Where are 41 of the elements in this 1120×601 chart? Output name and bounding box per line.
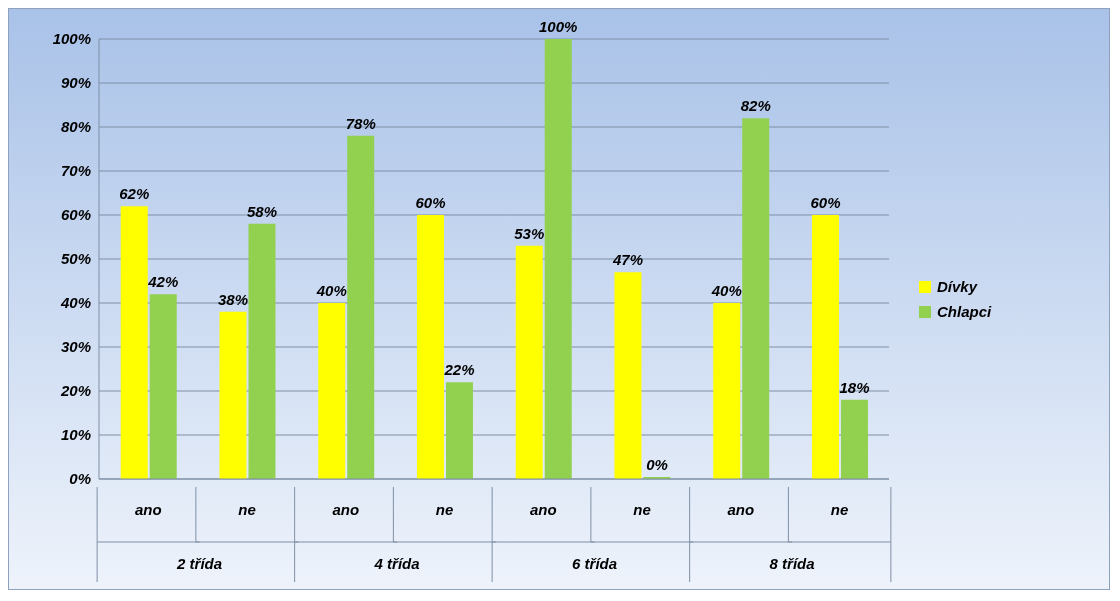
data-label: 42% (147, 273, 179, 291)
text: 8 třída (769, 555, 815, 572)
data-label: 53% (514, 224, 545, 242)
text: 4 třída (373, 555, 420, 572)
data-label: 40% (710, 282, 742, 299)
data-label: 58% (246, 202, 277, 220)
x-tick-label: ne (830, 501, 849, 518)
y-tick-label: 70% (60, 162, 91, 180)
x-tick-label: ano (135, 501, 162, 518)
y-tick-label: 80% (60, 118, 91, 136)
y-tick-label: 60% (60, 206, 91, 224)
legend-label: Chlapci (937, 303, 992, 320)
y-tick-label: 40% (59, 294, 91, 312)
data-label: 78% (345, 114, 376, 132)
data-label: 0% (646, 456, 668, 473)
text: 2 třída (176, 555, 223, 572)
x-tick-label: ne (238, 501, 256, 518)
y-tick-label: 10% (60, 426, 91, 444)
data-label: 82% (740, 97, 771, 115)
data-label: 100% (539, 18, 578, 35)
y-tick-label: 100% (52, 30, 91, 48)
x-tick-label: ano (530, 501, 557, 518)
data-label: 38% (217, 290, 248, 308)
text: 6 třída (572, 555, 618, 572)
data-label: 47% (611, 251, 643, 269)
x-tick-label: ano (332, 501, 360, 518)
x-tick-label: ne (633, 501, 651, 518)
y-tick-label: 30% (60, 338, 91, 356)
data-label: 18% (839, 378, 870, 396)
data-label: 60% (415, 194, 446, 211)
y-tick-label: 90% (60, 74, 91, 92)
y-tick-label: 0% (69, 470, 91, 488)
data-label: 40% (315, 282, 347, 299)
data-label: 60% (810, 194, 841, 211)
legend-label: Dívky (937, 278, 978, 295)
x-tick-label: ano (727, 501, 755, 518)
x-tick-label: ne (435, 501, 454, 518)
y-tick-label: 20% (59, 382, 91, 400)
data-label: 22% (443, 361, 475, 379)
data-label: 62% (119, 185, 150, 203)
y-tick-label: 50% (60, 250, 91, 268)
